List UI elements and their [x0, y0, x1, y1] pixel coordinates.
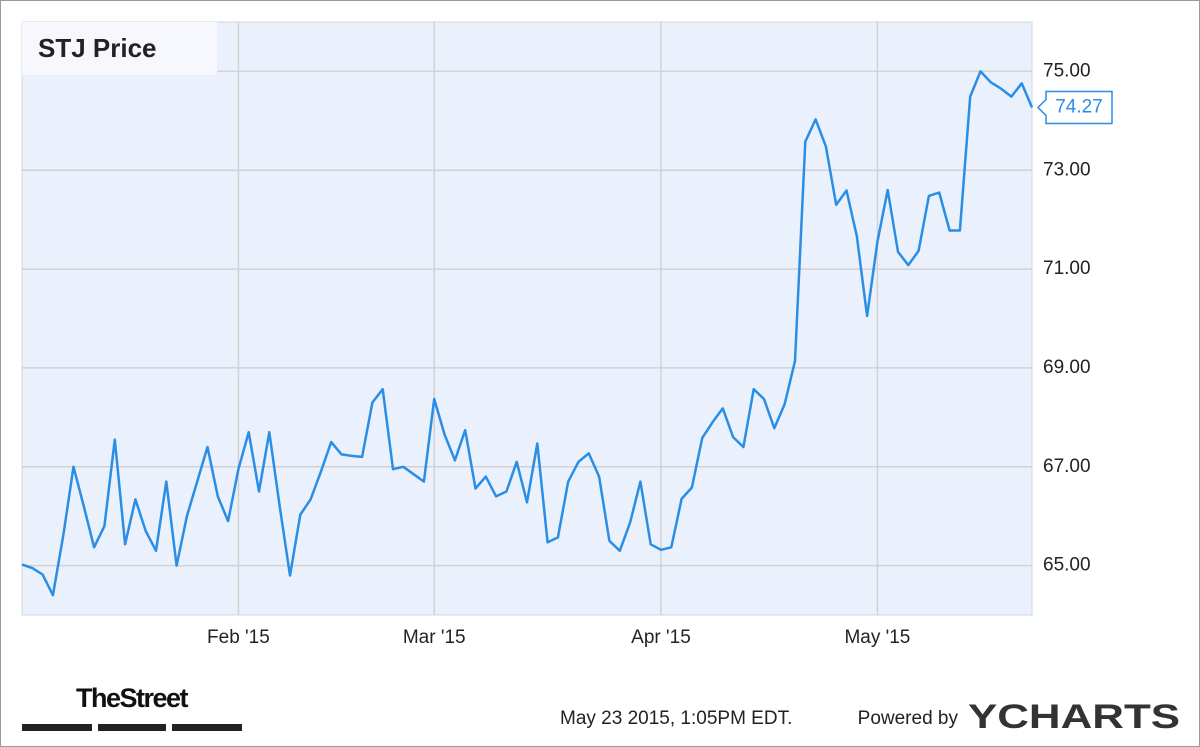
x-tick-label: Mar '15 [403, 627, 466, 648]
y-tick-label: 71.00 [1043, 258, 1091, 279]
x-tick-label: Apr '15 [631, 627, 691, 648]
title-box [22, 22, 217, 75]
timestamp: May 23 2015, 1:05PM EDT. [560, 708, 792, 729]
y-tick-label: 69.00 [1043, 357, 1091, 378]
grid [22, 22, 1032, 615]
y-tick-label: 67.00 [1043, 456, 1091, 477]
brand: YCHARTS [968, 698, 1180, 736]
price-line [21, 70, 1034, 597]
logo-bar [98, 724, 166, 731]
logo-bar [22, 724, 92, 731]
plot-area [21, 21, 1033, 616]
y-tick-label: 73.00 [1043, 159, 1091, 180]
logo-bar [172, 724, 242, 731]
last-value-label: 74.27 [1055, 97, 1103, 118]
y-tick-label: 65.00 [1043, 555, 1091, 576]
chart-title: STJ Price [38, 33, 157, 63]
x-tick-label: Feb '15 [207, 627, 270, 648]
last-value-callout [1036, 90, 1113, 125]
x-tick-label: May '15 [844, 627, 910, 648]
y-tick-label: 75.00 [1043, 60, 1091, 81]
powered-by: Powered by [858, 708, 959, 729]
source-logo: TheStreet [76, 683, 189, 713]
